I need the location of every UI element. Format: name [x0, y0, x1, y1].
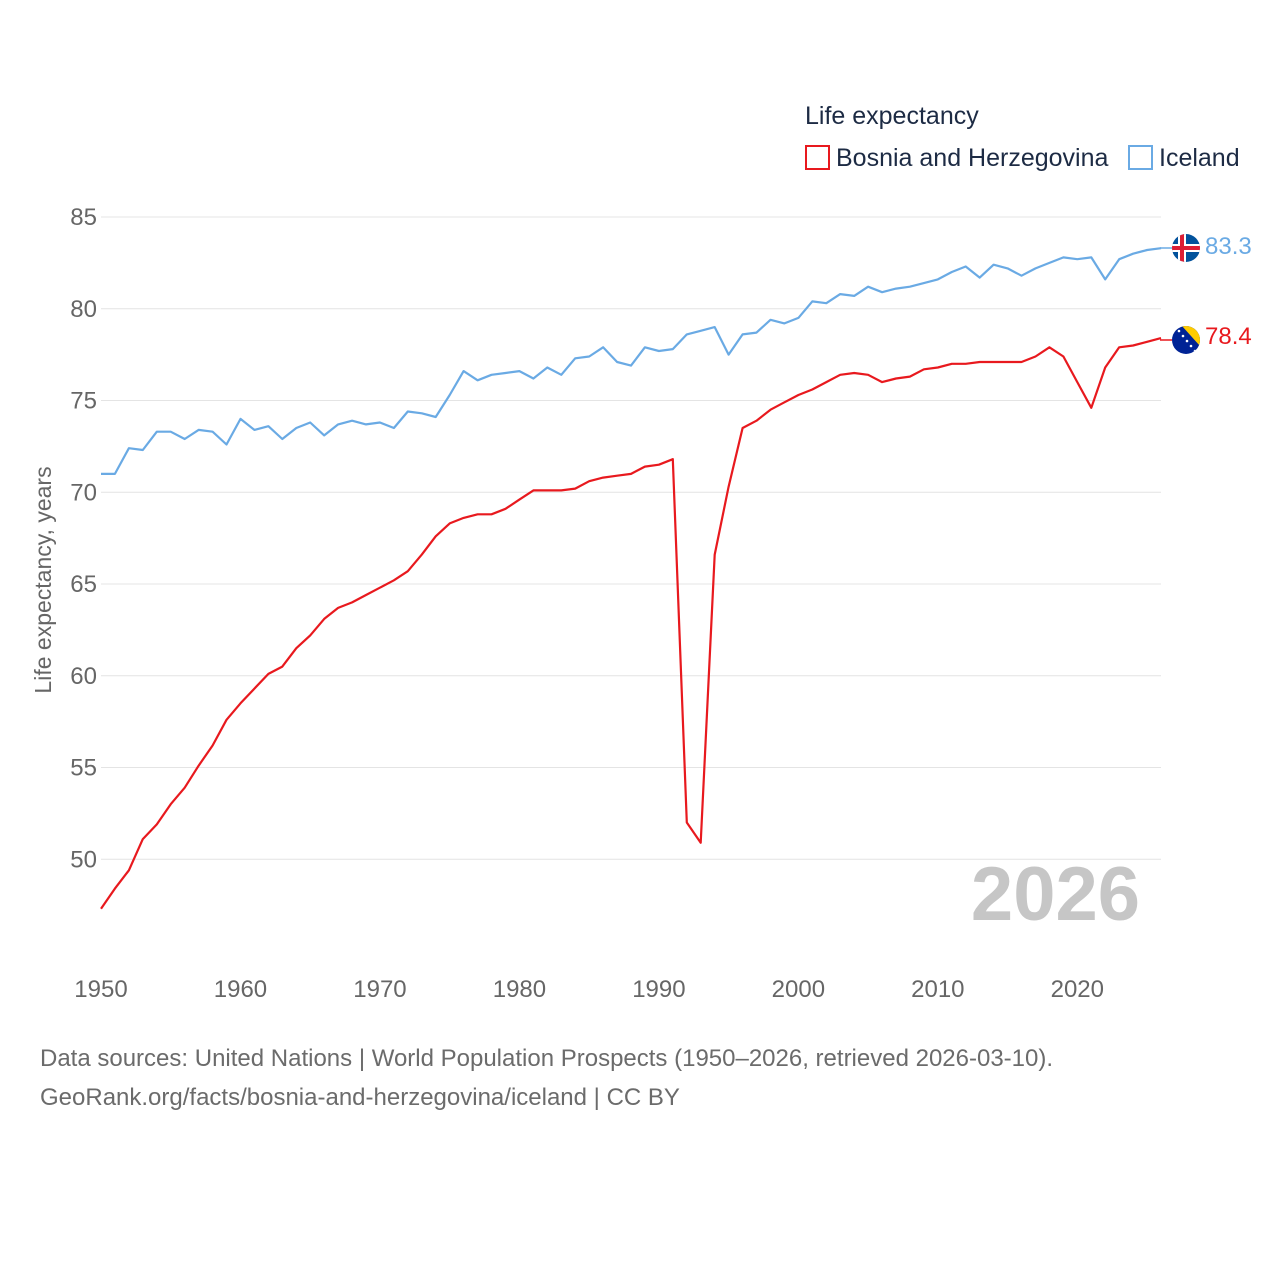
end-marker-bosnia: 78.4: [1160, 323, 1252, 354]
end-label-bosnia: 78.4: [1205, 323, 1252, 350]
y-tick-label: 55: [70, 755, 97, 782]
x-tick-label: 1960: [214, 976, 267, 1003]
series-line-bosnia[interactable]: [100, 337, 1162, 910]
gridlines: [101, 216, 1161, 860]
iceland-flag-icon: [1172, 234, 1200, 262]
bosnia-flag-icon: [1172, 326, 1200, 354]
attribution-link[interactable]: GeoRank.org/facts/bosnia-and-herzegovina…: [40, 1084, 680, 1111]
x-tick-label: 2000: [772, 976, 825, 1003]
legend-item-iceland[interactable]: Iceland: [1128, 144, 1240, 172]
y-tick-label: 70: [70, 479, 97, 506]
legend-title: Life expectancy: [805, 102, 979, 130]
y-axis-label: Life expectancy, years: [30, 466, 56, 693]
x-tick-label: 1970: [353, 976, 406, 1003]
y-tick-label: 60: [70, 663, 97, 690]
legend-item-bosnia[interactable]: Bosnia and Herzegovina: [805, 144, 1108, 172]
series-lines: [100, 247, 1162, 910]
y-tick-label: 65: [70, 571, 97, 598]
x-tick-label: 1980: [493, 976, 546, 1003]
x-tick-label: 1990: [632, 976, 685, 1003]
y-tick-label: 75: [70, 388, 97, 415]
y-axis-ticks: 50 55 60 65 70 75 80 85: [70, 204, 97, 873]
end-label-iceland: 83.3: [1205, 233, 1252, 260]
x-axis-ticks: 1950 1960 1970 1980 1990 2000 2010 2020: [74, 976, 1104, 1003]
y-tick-label: 85: [70, 204, 97, 231]
series-line-iceland[interactable]: [101, 247, 1162, 475]
legend-label-iceland: Iceland: [1159, 144, 1240, 172]
legend-swatch-iceland: [1128, 145, 1153, 170]
data-source-note: Data sources: United Nations | World Pop…: [40, 1045, 1054, 1072]
x-tick-label: 1950: [74, 976, 127, 1003]
end-marker-iceland: 83.3: [1160, 233, 1252, 262]
y-tick-label: 50: [70, 846, 97, 873]
legend-swatch-bosnia: [805, 145, 830, 170]
x-tick-label: 2010: [911, 976, 964, 1003]
x-tick-label: 2020: [1051, 976, 1104, 1003]
legend-label-bosnia: Bosnia and Herzegovina: [836, 144, 1108, 172]
year-watermark: 2026: [971, 852, 1140, 937]
y-tick-label: 80: [70, 296, 97, 323]
